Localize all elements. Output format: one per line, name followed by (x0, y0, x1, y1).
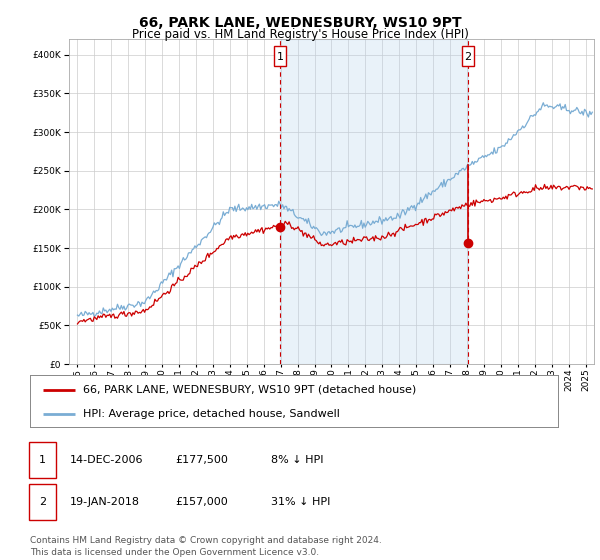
Text: 14-DEC-2006: 14-DEC-2006 (70, 455, 144, 465)
Text: Price paid vs. HM Land Registry's House Price Index (HPI): Price paid vs. HM Land Registry's House … (131, 28, 469, 41)
Text: 66, PARK LANE, WEDNESBURY, WS10 9PT: 66, PARK LANE, WEDNESBURY, WS10 9PT (139, 16, 461, 30)
Text: 1: 1 (39, 455, 46, 465)
Text: HPI: Average price, detached house, Sandwell: HPI: Average price, detached house, Sand… (83, 409, 340, 419)
Text: 1: 1 (277, 52, 284, 62)
Text: £157,000: £157,000 (175, 497, 228, 507)
Text: 66, PARK LANE, WEDNESBURY, WS10 9PT (detached house): 66, PARK LANE, WEDNESBURY, WS10 9PT (det… (83, 385, 416, 395)
Text: This data is licensed under the Open Government Licence v3.0.: This data is licensed under the Open Gov… (30, 548, 319, 557)
Text: 31% ↓ HPI: 31% ↓ HPI (271, 497, 331, 507)
Text: 2: 2 (39, 497, 46, 507)
Text: Contains HM Land Registry data © Crown copyright and database right 2024.: Contains HM Land Registry data © Crown c… (30, 536, 382, 545)
FancyBboxPatch shape (274, 46, 286, 66)
FancyBboxPatch shape (462, 46, 473, 66)
Text: 2: 2 (464, 52, 472, 62)
Text: 8% ↓ HPI: 8% ↓ HPI (271, 455, 324, 465)
Bar (280, 39, 468, 364)
Text: 19-JAN-2018: 19-JAN-2018 (70, 497, 140, 507)
Text: £177,500: £177,500 (175, 455, 228, 465)
